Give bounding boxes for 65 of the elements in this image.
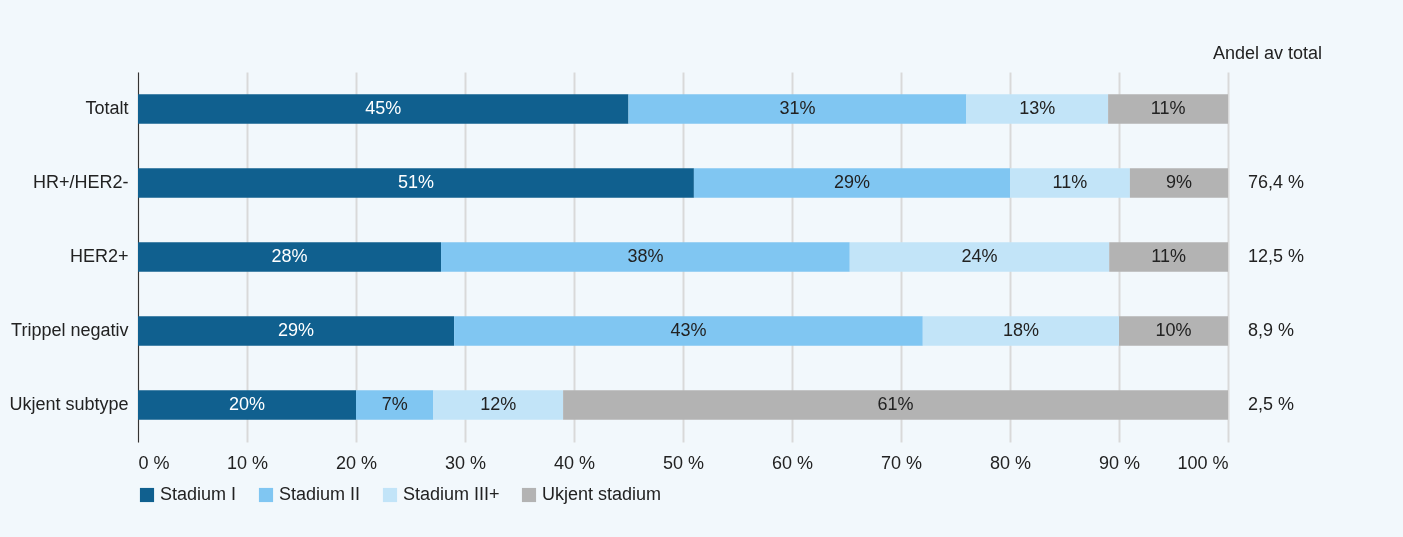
data-label: 11%	[1052, 172, 1088, 192]
data-label: 29%	[278, 320, 315, 340]
x-tick-label: 20 %	[335, 452, 378, 473]
text: 76,4 %	[1248, 172, 1305, 192]
data-label: 61%	[877, 394, 914, 414]
bar	[138, 390, 356, 420]
data-label: 13%	[1019, 98, 1056, 118]
text: 8,9 %	[1248, 320, 1295, 340]
y-tick-label: Trippel negativ	[11, 320, 129, 340]
data-label: 38%	[627, 246, 664, 266]
bar	[138, 316, 455, 346]
bar	[693, 168, 1010, 198]
bar	[433, 390, 564, 420]
x-tick-label: 60 %	[771, 452, 814, 473]
bar	[138, 242, 442, 272]
legend-label: Ukjent stadium	[542, 484, 662, 504]
bar	[1108, 94, 1228, 124]
data-label: 43%	[670, 320, 707, 340]
data-label: 29%	[833, 172, 870, 192]
data-label: 11%	[1151, 246, 1186, 266]
x-tick-label: 90 %	[1098, 452, 1141, 473]
bar	[922, 316, 1119, 346]
data-label: 11%	[1150, 98, 1186, 118]
bar	[138, 168, 694, 198]
data-label: 9%	[1165, 172, 1192, 192]
x-tick-label: 40 %	[553, 452, 596, 473]
x-tick-label: 70 %	[880, 452, 923, 473]
x-tick-label: 30 %	[444, 452, 487, 473]
bar	[454, 316, 923, 346]
x-tick-label: 50 %	[662, 452, 705, 473]
bar	[1129, 168, 1228, 198]
data-label: 51%	[397, 172, 434, 192]
data-label: 28%	[271, 246, 308, 266]
bar	[138, 94, 629, 124]
data-label: 31%	[779, 98, 816, 118]
bar	[849, 242, 1110, 272]
x-tick-label: 80 %	[989, 452, 1032, 473]
bar	[563, 390, 1228, 420]
legend-label: Stadium II	[279, 484, 361, 504]
legend-label: Stadium III+	[403, 484, 500, 504]
text: 2,5 %	[1248, 394, 1295, 414]
x-tick-label: 100 %	[1177, 452, 1229, 473]
data-label: 45%	[365, 98, 402, 118]
y-tick-label: Totalt	[85, 98, 129, 118]
bar	[441, 242, 850, 272]
data-label: 12%	[480, 394, 517, 414]
bar	[1010, 168, 1130, 198]
y-tick-label: Ukjent subtype	[9, 394, 129, 414]
y-tick-label: HER2+	[69, 246, 129, 266]
data-label: 10%	[1155, 320, 1192, 340]
bar	[1109, 242, 1228, 272]
bar	[966, 94, 1109, 124]
text: Andel av total	[1212, 43, 1322, 63]
x-tick-label: 10 %	[226, 452, 269, 473]
bar	[628, 94, 967, 124]
bar	[356, 390, 434, 420]
data-label: 20%	[228, 394, 266, 414]
bar	[1119, 316, 1228, 346]
legend-label: Stadium I	[160, 484, 237, 504]
data-label: 7%	[381, 394, 408, 414]
y-tick-label: HR+/HER2-	[32, 172, 129, 192]
x-tick-label: 0 %	[138, 452, 170, 473]
text: 12,5 %	[1248, 246, 1305, 266]
data-label: 24%	[961, 246, 998, 266]
data-label: 18%	[1002, 320, 1039, 340]
